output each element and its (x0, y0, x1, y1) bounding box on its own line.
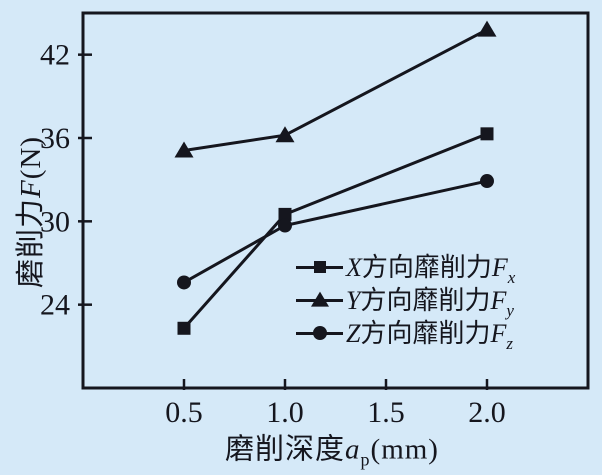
y-axis-label: 磨削力F(N) (7, 136, 49, 288)
x-tick-label: 1.5 (367, 396, 405, 429)
series-line-triangle (183, 28, 488, 152)
square-marker (278, 207, 292, 221)
x-axis-label-unit: (mm) (370, 433, 439, 466)
legend-item-fy: Y方向靡削力Fy (296, 286, 515, 320)
circle-marker (177, 275, 191, 290)
square-marker (480, 127, 494, 141)
legend-label-fx: X方向靡削力Fx (346, 252, 516, 287)
legend-item-fx: X方向靡削力Fx (296, 253, 515, 287)
legend: X方向靡削力Fx Y方向靡削力Fy Z方向靡削力Fz (296, 253, 515, 353)
y-tick-label: 36 (40, 122, 70, 155)
x-tick-label: 1.0 (266, 396, 304, 429)
x-tick-label: 2.0 (468, 396, 506, 429)
legend-label-fy: Y方向靡削力Fy (346, 285, 514, 320)
triangle-marker-icon (296, 287, 343, 313)
circle-marker (278, 218, 292, 233)
x-axis-label-text: 磨削深度 (225, 433, 346, 466)
square-marker (177, 321, 191, 335)
y-tick-label: 24 (40, 289, 70, 322)
y-tick-label: 30 (40, 205, 70, 238)
triangle-marker (174, 141, 194, 158)
x-tick-label: 0.5 (165, 396, 203, 429)
legend-label-fz: Z方向靡削力Fz (346, 318, 513, 353)
plot-frame (81, 11, 590, 390)
x-axis-label-var: a (345, 433, 361, 466)
circle-marker (480, 174, 494, 189)
square-marker-icon (296, 254, 343, 280)
x-axis-label: 磨削深度ap(mm) (225, 426, 439, 471)
circle-marker-icon (296, 320, 343, 346)
triangle-marker (275, 126, 295, 143)
y-axis-label-var: F (15, 179, 47, 198)
y-tick-label: 42 (40, 39, 70, 72)
y-axis-label-unit: (N) (15, 136, 47, 180)
legend-item-fz: Z方向靡削力Fz (296, 319, 515, 353)
y-axis-label-text: 磨削力 (15, 197, 47, 288)
x-axis-label-sub: p (360, 449, 371, 470)
triangle-marker (477, 20, 497, 37)
